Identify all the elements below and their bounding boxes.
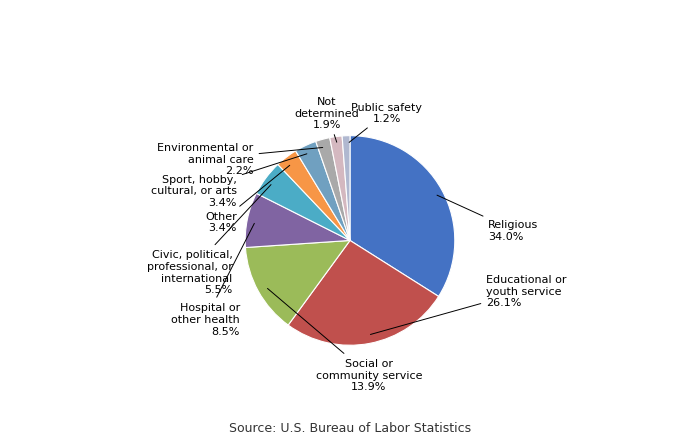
Wedge shape (256, 165, 350, 241)
Text: Social or
community service
13.9%: Social or community service 13.9% (267, 289, 422, 391)
Wedge shape (342, 136, 350, 241)
Text: Sport, hobby,
cultural, or arts
3.4%: Sport, hobby, cultural, or arts 3.4% (150, 155, 307, 207)
Wedge shape (288, 241, 439, 346)
Text: Hospital or
other health
8.5%: Hospital or other health 8.5% (172, 224, 254, 336)
Text: Source: U.S. Bureau of Labor Statistics: Source: U.S. Bureau of Labor Statistics (229, 421, 471, 434)
Wedge shape (246, 241, 350, 325)
Text: Educational or
youth service
26.1%: Educational or youth service 26.1% (370, 275, 567, 335)
Wedge shape (295, 142, 350, 241)
Wedge shape (278, 152, 350, 241)
Text: Civic, political,
professional, or
international
5.5%: Civic, political, professional, or inter… (147, 185, 271, 295)
Text: Other
3.4%: Other 3.4% (205, 166, 290, 233)
Text: Environmental or
animal care
2.2%: Environmental or animal care 2.2% (158, 143, 323, 176)
Wedge shape (316, 138, 350, 241)
Text: Public safety
1.2%: Public safety 1.2% (349, 102, 422, 143)
Text: Religious
34.0%: Religious 34.0% (437, 196, 538, 241)
Wedge shape (330, 137, 350, 241)
Text: Not
determined
1.9%: Not determined 1.9% (295, 97, 359, 143)
Wedge shape (350, 136, 455, 297)
Wedge shape (245, 194, 350, 248)
